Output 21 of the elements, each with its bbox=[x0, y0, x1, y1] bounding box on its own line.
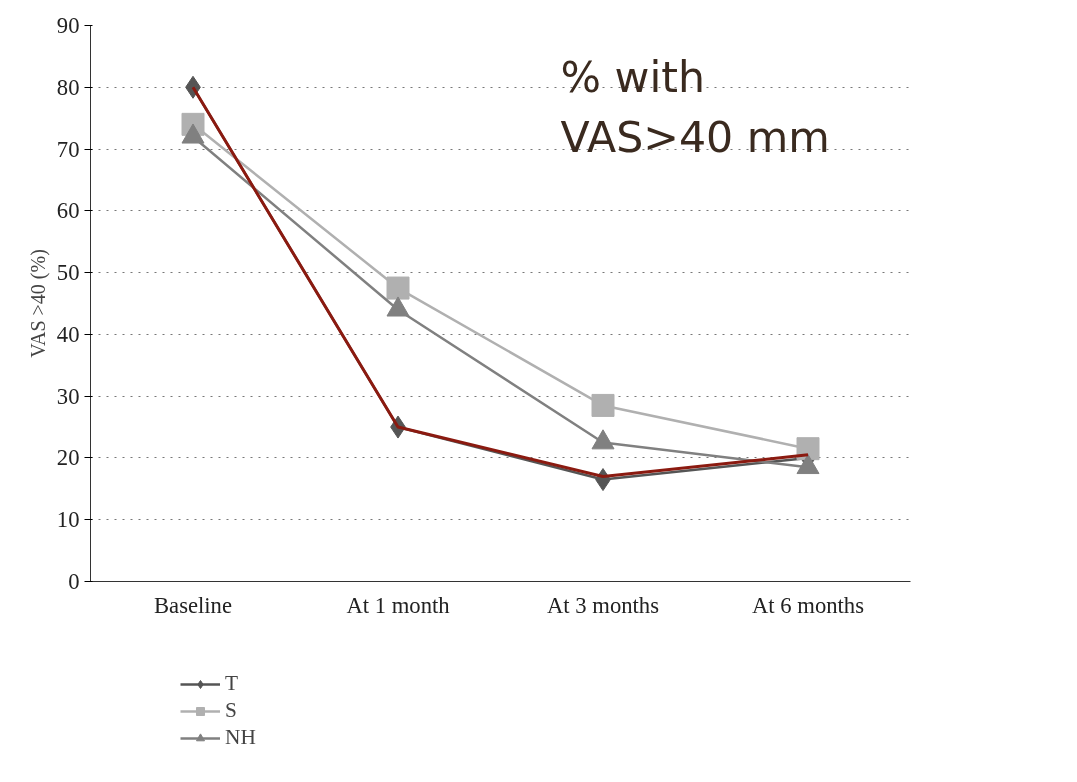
y-tick-label: 20 bbox=[56, 445, 80, 471]
legend-label: NH bbox=[225, 725, 256, 750]
y-axis-title: VAS >40 (%) bbox=[26, 249, 50, 358]
y-tick-label: 90 bbox=[56, 13, 80, 38]
y-tick-label: 0 bbox=[68, 569, 80, 594]
x-tick-label: Baseline bbox=[153, 592, 233, 618]
y-tick-label: 10 bbox=[56, 507, 80, 533]
y-tick-label: 80 bbox=[56, 74, 80, 100]
annotation: % with VAS>40 mm bbox=[560, 51, 830, 162]
point bbox=[386, 276, 410, 300]
y-tick-label: 30 bbox=[56, 383, 80, 409]
y-tick-label: 40 bbox=[56, 321, 80, 347]
point bbox=[591, 393, 615, 417]
x-tick-label: At 3 months bbox=[546, 592, 660, 618]
y-tick-label: 50 bbox=[56, 260, 80, 286]
legend-label: T bbox=[225, 671, 240, 696]
legend-label: S bbox=[225, 698, 238, 723]
y-tick-label: 70 bbox=[56, 136, 80, 162]
y-tick-label: 60 bbox=[56, 198, 80, 224]
x-tick-label: At 1 month bbox=[346, 592, 451, 618]
x-tick-label: At 6 months bbox=[751, 592, 865, 618]
